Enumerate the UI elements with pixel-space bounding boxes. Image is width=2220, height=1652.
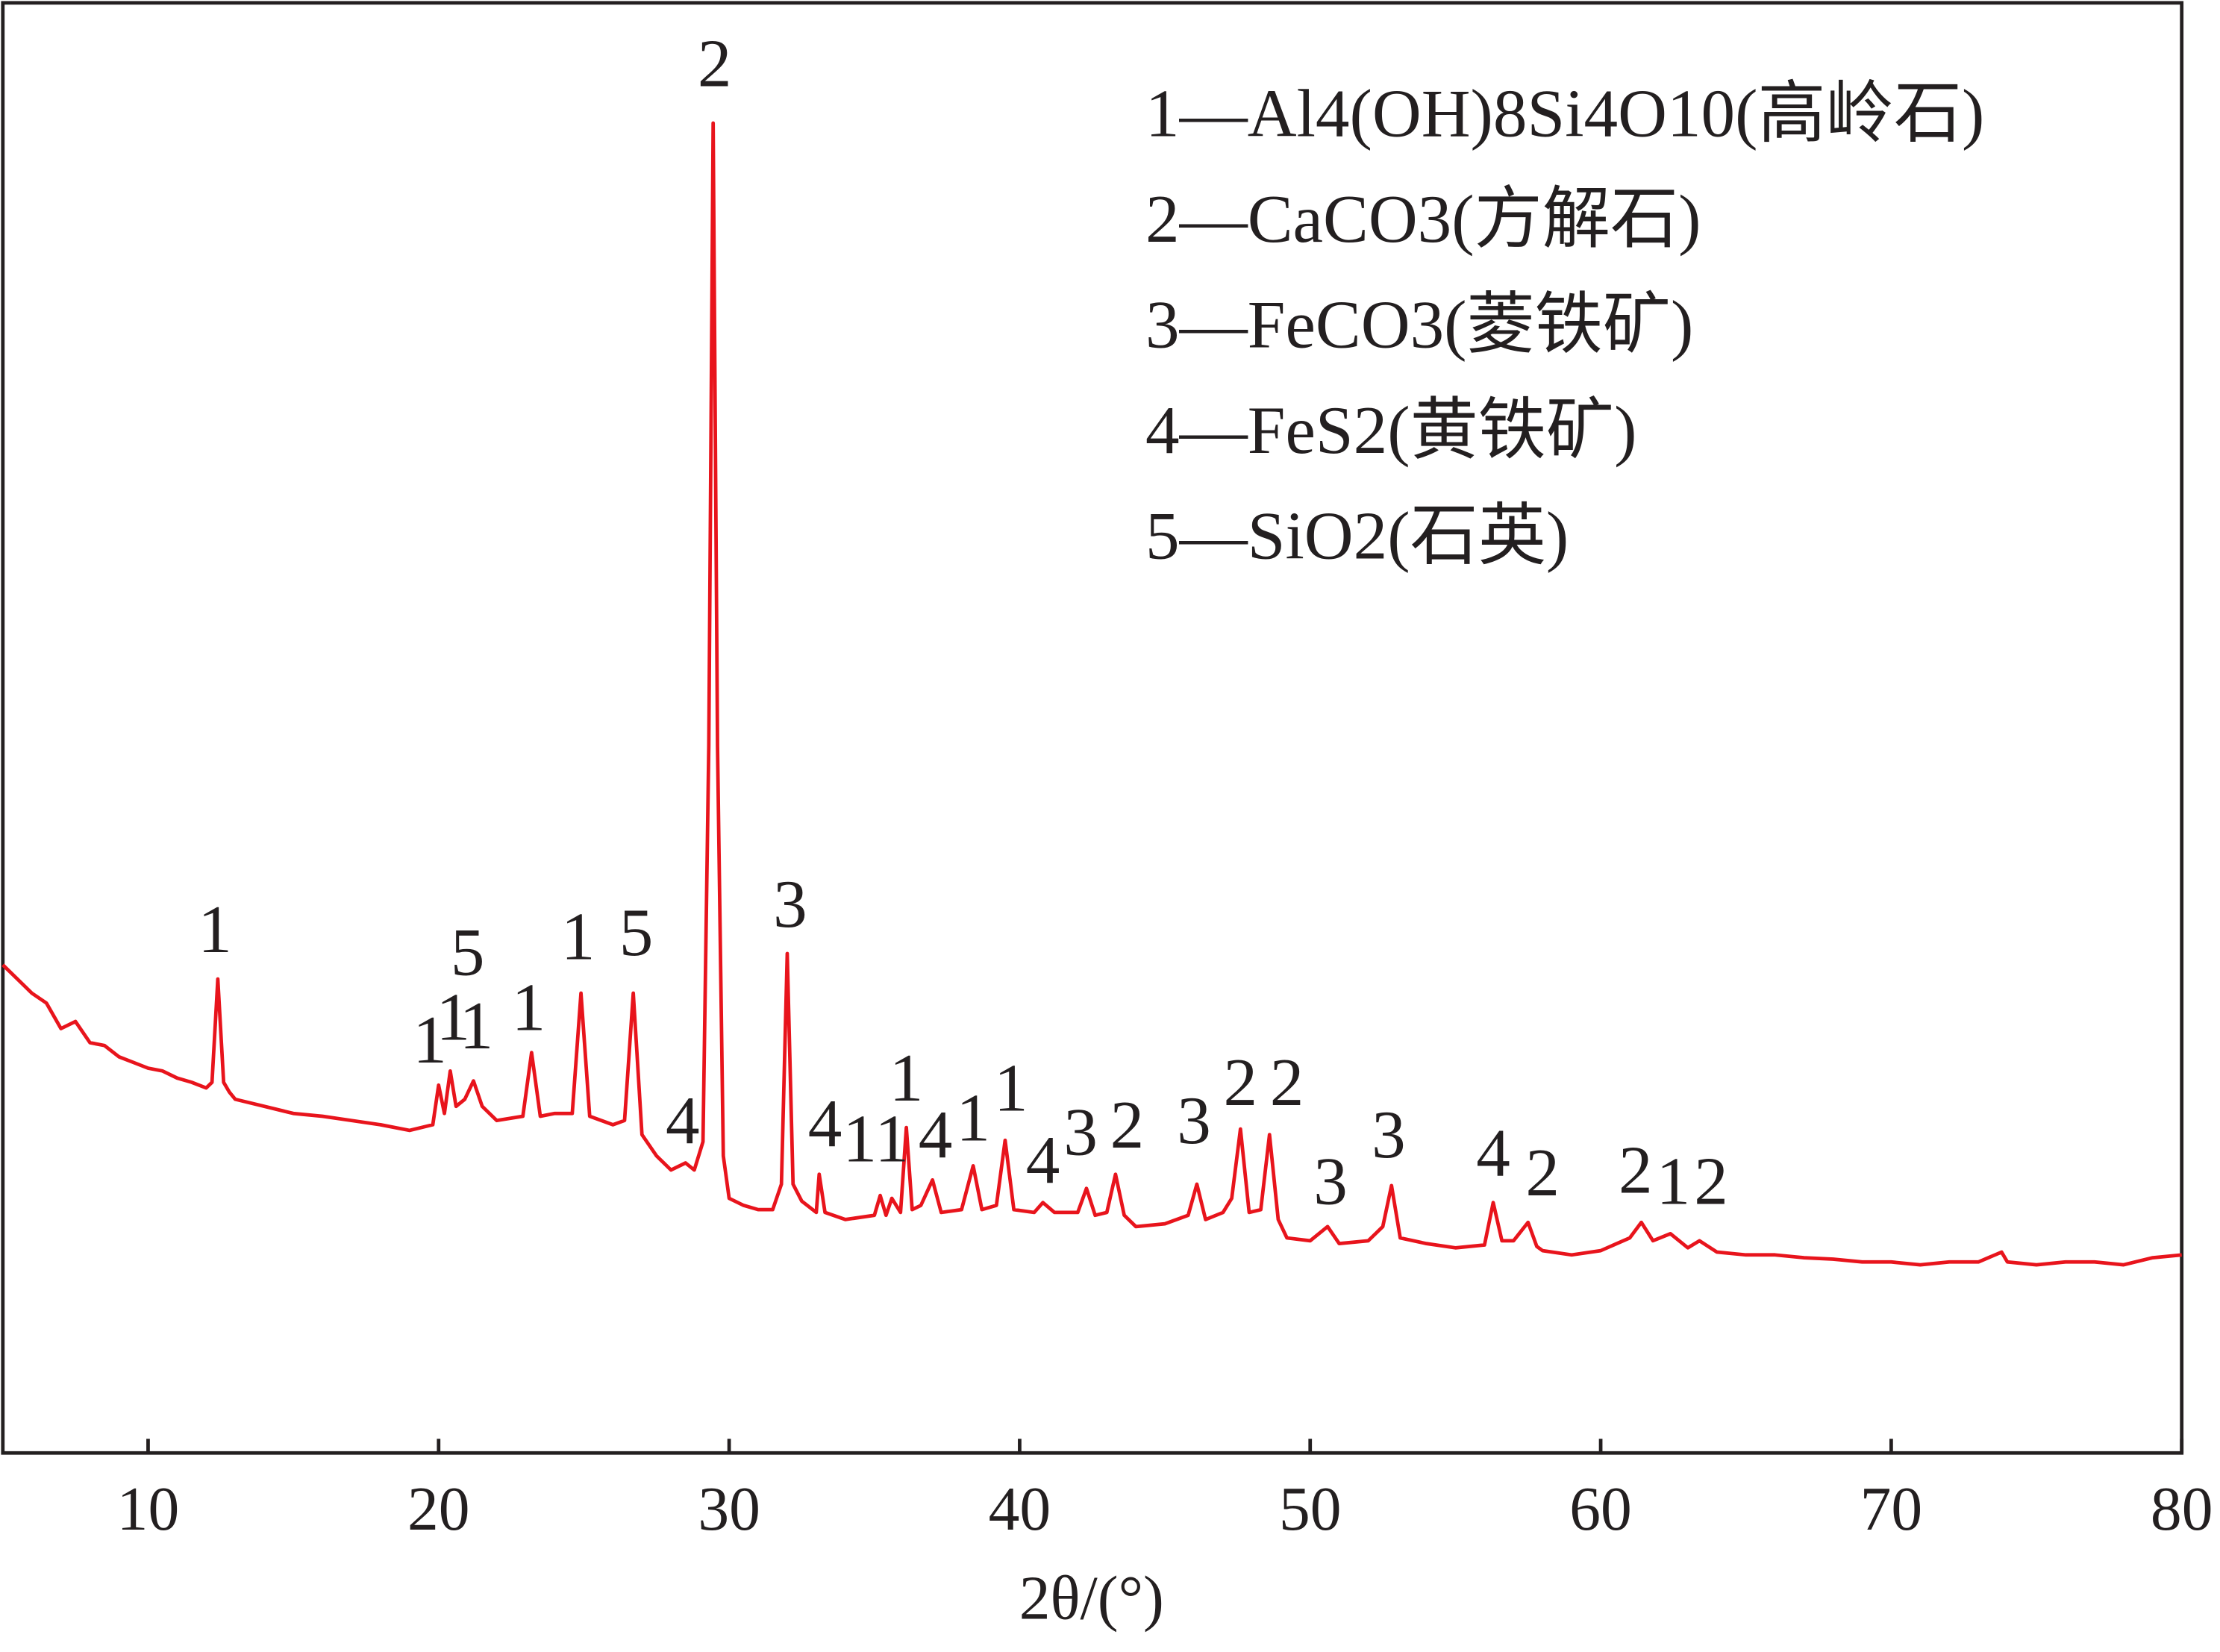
peak-label: 2 bbox=[1224, 1045, 1258, 1120]
peak-label: 1 bbox=[413, 1002, 447, 1077]
plot-frame bbox=[1, 1, 2184, 1455]
peak-label: 1 bbox=[1657, 1144, 1691, 1219]
peak-label: 3 bbox=[1372, 1097, 1406, 1172]
peak-label: 3 bbox=[1063, 1094, 1098, 1169]
peak-label: 1 bbox=[956, 1080, 990, 1155]
x-tick-label: 40 bbox=[989, 1475, 1051, 1544]
legend-entry: 4—FeS2(黄铁矿) bbox=[1145, 392, 1636, 468]
peak-label: 2 bbox=[1694, 1144, 1728, 1219]
peak-label: 2 bbox=[1525, 1135, 1560, 1210]
peak-label: 4 bbox=[808, 1086, 842, 1161]
peak-label: 1 bbox=[561, 899, 595, 974]
x-tick-label: 10 bbox=[117, 1475, 180, 1544]
peak-label: 4 bbox=[1476, 1116, 1510, 1191]
legend-entry: 3—FeCO3(菱铁矿) bbox=[1145, 287, 1693, 362]
peak-label: 2 bbox=[1619, 1132, 1653, 1207]
peak-label: 5 bbox=[619, 895, 654, 970]
peak-label: 1 bbox=[460, 988, 494, 1063]
x-tick-label: 50 bbox=[1279, 1475, 1342, 1544]
peak-label: 4 bbox=[666, 1083, 700, 1158]
peak-label: 1 bbox=[842, 1101, 877, 1177]
x-axis-label: 2θ/(°) bbox=[1019, 1565, 1164, 1633]
xrd-line bbox=[1, 121, 2182, 1267]
peak-label: 1 bbox=[198, 892, 232, 967]
peak-label: 3 bbox=[773, 866, 807, 942]
x-tick-label: 20 bbox=[407, 1475, 470, 1544]
peak-label: 3 bbox=[1177, 1083, 1211, 1158]
x-tick-label: 80 bbox=[2151, 1475, 2213, 1544]
peak-label: 1 bbox=[889, 1040, 924, 1116]
peak-label: 3 bbox=[1313, 1144, 1348, 1219]
peak-label: 4 bbox=[919, 1097, 953, 1172]
x-tick-label: 70 bbox=[1860, 1475, 1923, 1544]
peak-label: 1 bbox=[512, 969, 546, 1045]
peak-label: 2 bbox=[1270, 1045, 1304, 1120]
peak-label: 1 bbox=[875, 1101, 909, 1177]
legend-entry: 5—SiO2(石英) bbox=[1145, 498, 1569, 574]
peak-label: 4 bbox=[1026, 1122, 1060, 1198]
peak-label: 2 bbox=[698, 26, 732, 101]
legend-entry: 2—CaCO3(方解石) bbox=[1145, 181, 1701, 257]
legend-entry: 1—Al4(OH)8Si4O10(高岭石) bbox=[1145, 75, 1984, 151]
x-tick-label: 60 bbox=[1569, 1475, 1632, 1544]
peak-label: 2 bbox=[1110, 1087, 1145, 1163]
peak-label: 1 bbox=[994, 1050, 1028, 1125]
peak-label: 5 bbox=[451, 914, 485, 989]
peak-label: 1 bbox=[436, 980, 470, 1055]
x-tick-label: 30 bbox=[698, 1475, 760, 1544]
